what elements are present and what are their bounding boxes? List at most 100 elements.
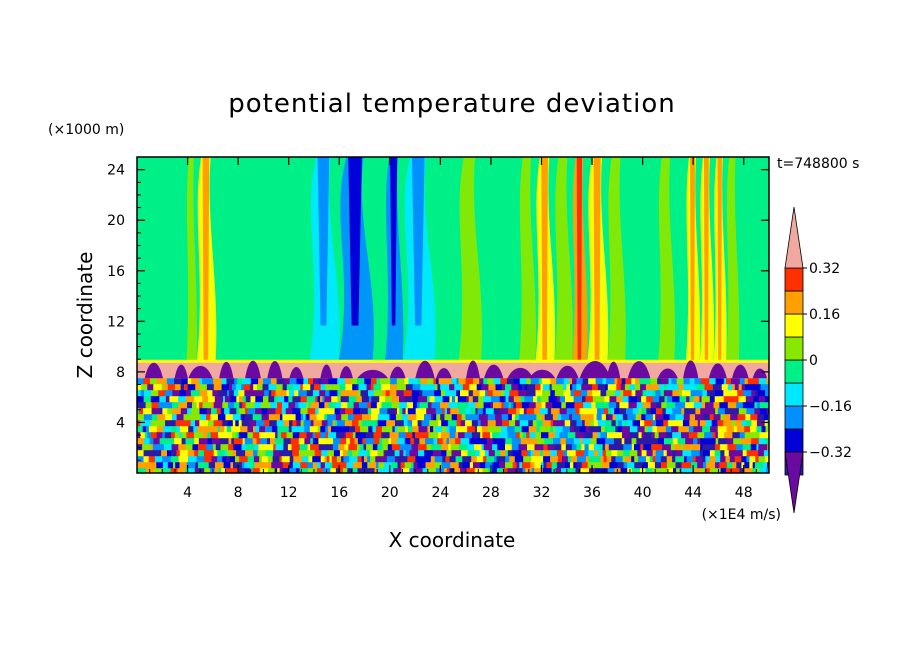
turbulence-cell — [561, 468, 568, 473]
turbulence-cell — [521, 384, 525, 391]
turbulence-cell — [754, 408, 761, 415]
turbulence-cell — [315, 432, 321, 439]
turbulence-cell — [215, 444, 222, 451]
turbulence-cell — [277, 402, 283, 409]
turbulence-cell — [560, 438, 567, 445]
turbulence-cell — [299, 444, 309, 451]
turbulence-cell — [331, 396, 338, 403]
turbulence-cell — [754, 462, 764, 469]
turbulence-cell — [755, 456, 760, 463]
turbulence-cell — [736, 426, 745, 433]
turbulence-cell — [652, 456, 657, 463]
turbulence-cell — [426, 384, 436, 391]
turbulence-cell — [485, 462, 493, 469]
turbulence-cell — [709, 414, 715, 421]
turbulence-cell — [349, 456, 359, 463]
turbulence-cell — [282, 414, 292, 421]
turbulence-cell — [271, 462, 279, 469]
turbulence-cell — [391, 396, 400, 403]
turbulence-cell — [698, 390, 703, 397]
upper-streak-core — [411, 157, 425, 326]
turbulence-cell — [634, 444, 641, 451]
turbulence-cell — [604, 408, 609, 415]
turbulence-cell — [605, 438, 615, 445]
turbulence-cell — [505, 450, 509, 457]
turbulence-cell — [631, 438, 637, 445]
turbulence-cell — [388, 438, 392, 445]
turbulence-cell — [281, 390, 288, 397]
turbulence-cell — [500, 390, 505, 397]
turbulence-cell — [664, 396, 668, 403]
turbulence-cell — [495, 384, 503, 391]
turbulence-cell — [283, 438, 292, 445]
turbulence-cell — [638, 414, 642, 421]
turbulence-cell — [414, 432, 421, 439]
turbulence-cell — [465, 420, 473, 427]
turbulence-cell — [275, 432, 279, 439]
turbulence-cell — [196, 402, 200, 409]
turbulence-cell — [579, 426, 587, 433]
turbulence-cell — [683, 378, 691, 385]
turbulence-cell — [569, 378, 573, 385]
turbulence-cell — [410, 438, 415, 445]
turbulence-cell — [378, 468, 388, 473]
turbulence-cell — [528, 420, 534, 427]
turbulence-cell — [642, 390, 648, 397]
turbulence-cell — [319, 390, 326, 397]
turbulence-cell — [618, 420, 623, 427]
turbulence-cell — [540, 462, 544, 469]
turbulence-cell — [264, 390, 270, 397]
turbulence-cell — [241, 420, 251, 427]
turbulence-cell — [656, 402, 662, 409]
turbulence-cell — [153, 438, 161, 445]
turbulence-cell — [661, 402, 667, 409]
turbulence-cell — [325, 426, 329, 433]
turbulence-cell — [702, 426, 711, 433]
turbulence-cell — [227, 390, 230, 397]
turbulence-cell — [267, 408, 277, 415]
turbulence-cell — [604, 444, 610, 451]
turbulence-cell — [279, 468, 284, 473]
turbulence-cell — [507, 426, 516, 433]
turbulence-cell — [412, 426, 417, 433]
turbulence-cell — [405, 432, 413, 439]
turbulence-cell — [366, 384, 372, 391]
turbulence-cell — [214, 396, 224, 403]
turbulence-cell — [310, 438, 314, 445]
turbulence-cell — [431, 402, 441, 409]
plume — [529, 369, 556, 379]
upper-streak-core — [717, 157, 722, 366]
turbulence-cell — [218, 468, 222, 473]
turbulence-cell — [253, 456, 260, 463]
turbulence-cell — [199, 378, 203, 385]
upper-streak-core — [690, 157, 695, 366]
turbulence-cell — [581, 384, 585, 391]
turbulence-cell — [537, 438, 545, 445]
turbulence-cell — [604, 426, 609, 433]
turbulence-cell — [325, 390, 330, 397]
turbulence-cell — [737, 390, 744, 397]
turbulence-cell — [472, 396, 479, 403]
turbulence-cell — [584, 432, 594, 439]
turbulence-cell — [621, 426, 631, 433]
turbulence-cell — [413, 462, 419, 469]
turbulence-cell — [157, 414, 166, 421]
turbulence-cell — [482, 450, 486, 457]
turbulence-cell — [239, 396, 244, 403]
turbulence-cell — [174, 438, 178, 445]
turbulence-cell — [341, 420, 346, 427]
turbulence-cell — [631, 390, 636, 397]
turbulence-cell — [345, 378, 352, 385]
turbulence-cell — [213, 384, 223, 391]
turbulence-cell — [185, 396, 195, 403]
turbulence-cell — [603, 456, 608, 463]
turbulence-cell — [519, 378, 527, 385]
turbulence-cell — [137, 426, 144, 433]
turbulence-cell — [555, 426, 564, 433]
turbulence-cell — [433, 438, 438, 445]
turbulence-cell — [191, 378, 200, 385]
turbulence-cell — [592, 456, 601, 463]
turbulence-cell — [336, 456, 340, 463]
colorbar-extend-top — [784, 206, 804, 269]
turbulence-cell — [732, 462, 737, 469]
